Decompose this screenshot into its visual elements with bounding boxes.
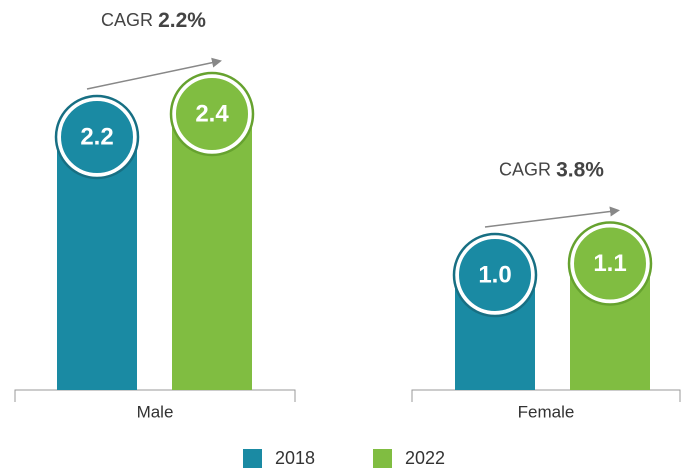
x-tick-label: Male (137, 402, 174, 421)
value-badge (570, 223, 650, 304)
value-badge (57, 97, 137, 177)
cagr-arrow (86, 57, 222, 90)
cagr-value: 2.2% (158, 9, 206, 32)
legend-label: 2018 (275, 448, 315, 468)
data-label: 1.0 (478, 261, 511, 288)
value-badge (172, 74, 252, 154)
cagr-arrow (484, 206, 620, 228)
value-badge (455, 235, 535, 315)
legend-swatch (243, 449, 262, 468)
cagr-text: CAGR (499, 159, 551, 179)
legend-swatch (373, 449, 392, 468)
cagr-label: CAGR 3.8% (499, 158, 604, 181)
cagr-label: CAGR 2.2% (101, 9, 206, 32)
legend-label: 2022 (405, 448, 445, 468)
cagr-text: CAGR (101, 10, 153, 30)
data-label: 2.2 (80, 123, 113, 150)
data-label: 2.4 (195, 100, 229, 127)
axis-line (14, 389, 296, 402)
value-badge-ring (452, 232, 538, 318)
value-badge-ring (169, 71, 255, 157)
cagr-value: 3.8% (556, 158, 604, 181)
data-label: 1.1 (593, 250, 626, 277)
value-badge-ring (567, 221, 653, 306)
x-tick-label: Female (518, 402, 575, 421)
axis-line (411, 389, 681, 402)
value-badge-ring (54, 94, 140, 180)
bar (172, 114, 252, 390)
